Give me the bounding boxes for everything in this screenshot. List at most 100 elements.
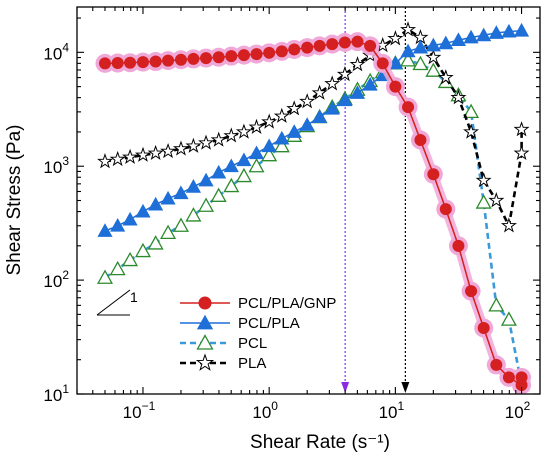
x-axis-title: Shear Rate (s⁻¹) [250,432,390,453]
data-point [109,150,126,167]
data-point [437,69,454,85]
data-point [400,43,416,58]
data-point [488,297,505,312]
data-point [389,80,402,93]
y-axis-title: Shear Stress (Pa) [4,125,25,276]
data-point [261,146,278,162]
data-point [349,85,366,99]
data-point [324,75,341,91]
data-point [412,55,429,71]
legend-marker [196,334,214,350]
legend-label: PLA [238,355,266,372]
data-point [148,196,164,211]
data-point [173,185,189,200]
data-point [364,39,377,52]
data-point [185,179,201,193]
data-point [273,137,290,153]
data-point [336,65,353,82]
data-point [337,92,353,107]
data-point [311,84,328,100]
data-point [160,224,177,240]
data-point [136,56,149,69]
data-point [513,121,530,137]
x-tick-label: 10−1 [123,399,156,422]
data-point [274,130,290,145]
y-tick-label: 101 [43,382,69,405]
data-point [452,239,465,252]
data-point [261,138,277,153]
data-point [414,133,427,146]
series-line [104,28,523,230]
data-point [122,148,139,165]
data-point [261,113,278,129]
x-tick-label: 100 [252,399,278,422]
legend: PCL/PLA/GNP PCL/PLA PCL PLA [180,295,336,372]
data-point [110,218,126,232]
data-point [513,22,530,37]
series-pcl-pla [97,22,530,237]
data-point [111,57,124,70]
data-point [301,41,314,54]
data-point [476,27,492,42]
data-point [501,23,517,38]
data-point [235,123,252,139]
legend-label: PCL [238,335,267,352]
data-point [210,131,227,147]
data-point [275,45,288,58]
data-point [515,371,528,384]
reference-arrow [401,382,410,393]
data-point [172,140,189,156]
data-point [174,53,187,66]
legend-label: PCL/PLA [238,315,300,332]
x-tick-label: 101 [379,399,405,422]
y-tick-label: 102 [43,268,69,291]
data-point [402,101,415,114]
data-point [98,57,111,70]
data-point [500,311,517,326]
data-point [212,51,225,64]
data-point [223,127,240,143]
data-point [351,35,364,48]
y-tick-label: 103 [43,154,69,177]
data-point [326,38,339,51]
data-point [248,145,265,160]
slope-annotation: 1 [96,289,138,316]
data-point [263,46,276,59]
data-point [286,124,302,138]
data-point [463,123,480,139]
legend-item: PCL/PLA/GNP [180,295,336,312]
data-point [313,39,326,52]
y-axis: 101 102 103 104 [43,17,540,405]
data-point [387,30,404,46]
data-point [147,144,164,161]
data-point [475,194,492,209]
reference-lines [341,7,410,393]
data-point [488,192,505,208]
data-point [450,32,467,47]
data-point [149,55,162,68]
data-point [273,107,290,123]
data-point [425,49,442,65]
data-point [463,29,479,44]
data-point [299,117,315,131]
data-point [223,177,240,193]
data-point [225,50,238,63]
legend-item: PCL/PLA [180,314,300,332]
data-point [248,118,265,135]
data-point [488,25,504,39]
data-point [475,172,492,188]
data-point [427,168,440,181]
series-pcl-pla-gnp [95,32,532,395]
data-point [135,203,151,218]
data-point [513,144,530,161]
data-point [172,217,189,232]
legend-item: PLA [180,353,266,372]
data-point [288,43,301,56]
x-tick-label: 102 [505,399,531,422]
data-point [198,134,215,150]
data-point [425,37,441,52]
series-pcl [96,52,530,392]
data-point [223,158,239,173]
data-point [187,52,200,65]
